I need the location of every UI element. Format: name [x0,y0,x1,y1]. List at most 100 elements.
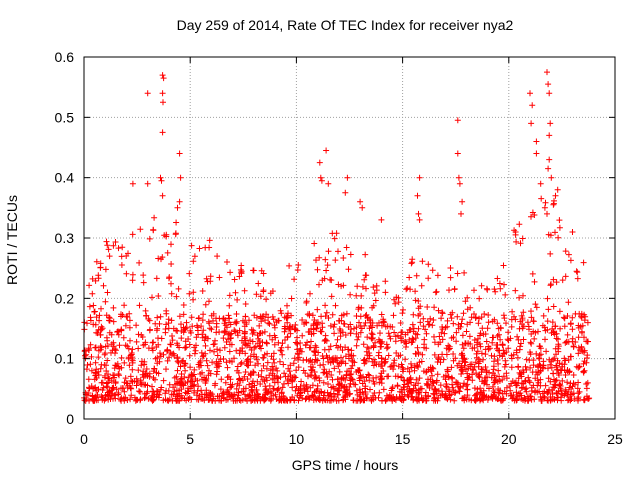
data-point [560,314,567,321]
data-point [243,358,250,365]
data-point [336,368,343,375]
data-point [93,329,100,336]
data-point [339,347,346,354]
data-point [246,381,253,388]
data-point [272,334,279,341]
data-point [140,279,147,286]
data-point [378,216,385,223]
data-point [399,329,406,336]
data-point [299,332,306,339]
data-point [530,357,537,364]
data-point [430,365,437,372]
data-point [249,330,256,337]
data-point [110,339,117,346]
data-point [414,192,421,199]
data-point [583,385,590,392]
data-point [422,326,429,333]
data-point [199,376,205,383]
data-point [105,371,111,378]
y-tick-label: 0.2 [55,290,75,306]
data-point [110,242,117,249]
data-point [329,311,336,318]
data-point [319,277,326,284]
data-point [126,324,133,331]
data-point [397,320,404,326]
data-point [155,293,162,299]
data-point [278,390,285,397]
y-tick-label: 0.4 [55,170,75,186]
data-point [324,397,331,404]
data-point [368,335,375,342]
data-point [379,397,385,404]
data-point [267,388,273,395]
data-point [224,396,231,403]
data-point [425,381,432,388]
data-point [561,355,568,362]
data-point [334,376,341,383]
data-point [91,308,98,315]
data-point [175,359,182,366]
data-point [99,394,106,401]
data-point [528,213,534,220]
data-point [294,346,301,353]
data-point [386,333,393,340]
data-point [541,393,547,400]
data-point [119,244,126,251]
data-point [149,339,156,346]
data-point [92,393,99,400]
data-point [418,358,425,365]
data-point [494,333,501,339]
data-point [234,380,241,387]
data-point [103,312,110,319]
data-point [242,369,249,375]
data-point [158,335,165,342]
data-point [545,231,552,238]
grid-layer [84,57,615,419]
data-point [125,355,132,362]
data-point [531,396,538,403]
data-point [120,385,127,392]
data-point [555,343,562,350]
data-point [492,376,499,383]
data-point [166,275,172,282]
data-point [136,388,142,395]
data-point [443,351,450,358]
data-point [371,390,378,396]
data-point [393,350,400,356]
data-point [459,198,466,205]
data-point [502,357,509,364]
data-point [256,393,262,400]
data-point [158,384,165,391]
data-point [508,355,515,362]
data-point [453,329,460,336]
data-point [192,347,199,354]
data-point [102,395,109,402]
data-point [435,341,442,348]
data-point [198,387,205,394]
data-point [453,379,460,386]
data-point [318,177,325,184]
data-point [135,345,142,352]
data-point [529,102,536,109]
data-point [190,382,197,389]
data-point [538,397,545,404]
data-point [221,328,228,334]
data-point [378,363,384,369]
data-point [133,322,140,329]
data-point [462,298,469,305]
data-point [464,321,471,328]
data-point [441,330,448,337]
data-point [522,363,529,370]
data-point [377,373,384,380]
data-point [427,376,434,383]
data-point [342,189,349,196]
data-point [135,331,142,338]
data-point [407,286,414,293]
data-point [182,344,189,351]
data-point [561,323,568,330]
data-point [372,297,379,304]
data-point [537,180,544,187]
data-point [256,330,263,337]
data-point [385,352,392,359]
data-point [513,238,520,245]
